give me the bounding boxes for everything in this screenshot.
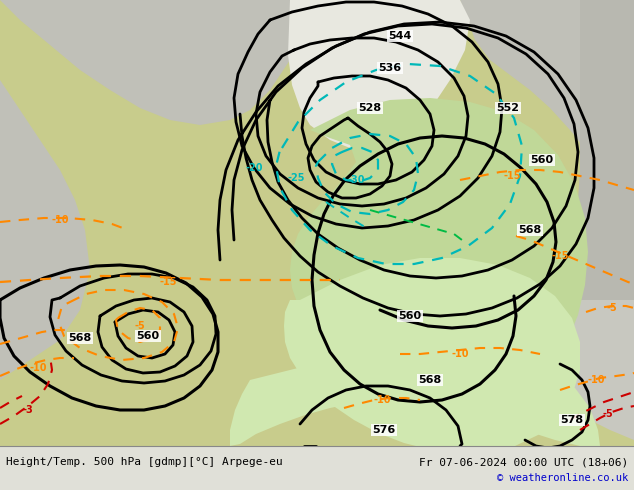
Text: 576: 576 [372, 425, 396, 435]
Text: -25: -25 [287, 173, 305, 183]
Text: -5: -5 [607, 303, 618, 313]
Text: Height/Temp. 500 hPa [gdmp][°C] Arpege-eu: Height/Temp. 500 hPa [gdmp][°C] Arpege-e… [6, 457, 283, 467]
Text: -10: -10 [51, 215, 68, 225]
Text: 536: 536 [378, 63, 401, 73]
Polygon shape [0, 0, 320, 125]
Text: 560: 560 [136, 331, 160, 341]
Text: -10: -10 [587, 375, 605, 385]
Text: 568: 568 [68, 333, 92, 343]
Polygon shape [290, 98, 588, 397]
Text: -5: -5 [603, 409, 613, 419]
Polygon shape [230, 348, 600, 446]
Text: -10: -10 [373, 395, 391, 405]
Text: Fr 07-06-2024 00:00 UTC (18+06): Fr 07-06-2024 00:00 UTC (18+06) [418, 457, 628, 467]
Text: 560: 560 [398, 311, 422, 321]
Text: 568: 568 [418, 375, 442, 385]
Text: -10: -10 [29, 363, 47, 373]
Text: 578: 578 [560, 415, 583, 425]
Text: -5: -5 [134, 321, 145, 331]
Polygon shape [284, 258, 580, 453]
Polygon shape [288, 0, 470, 150]
Polygon shape [0, 0, 90, 380]
Text: -15: -15 [503, 171, 521, 181]
Polygon shape [0, 446, 634, 490]
Polygon shape [460, 0, 634, 200]
Polygon shape [536, 300, 634, 440]
Text: -15: -15 [159, 277, 177, 287]
Text: -30: -30 [347, 175, 365, 185]
Polygon shape [558, 0, 634, 440]
Text: 528: 528 [358, 103, 382, 113]
Text: 568: 568 [519, 225, 541, 235]
Text: -3: -3 [23, 405, 34, 415]
Text: -10: -10 [451, 349, 469, 359]
Text: 560: 560 [531, 155, 553, 165]
Text: 544: 544 [388, 31, 411, 41]
Text: © weatheronline.co.uk: © weatheronline.co.uk [497, 473, 628, 483]
Text: -20: -20 [245, 163, 262, 173]
Text: 552: 552 [496, 103, 519, 113]
Text: -15: -15 [551, 251, 569, 261]
